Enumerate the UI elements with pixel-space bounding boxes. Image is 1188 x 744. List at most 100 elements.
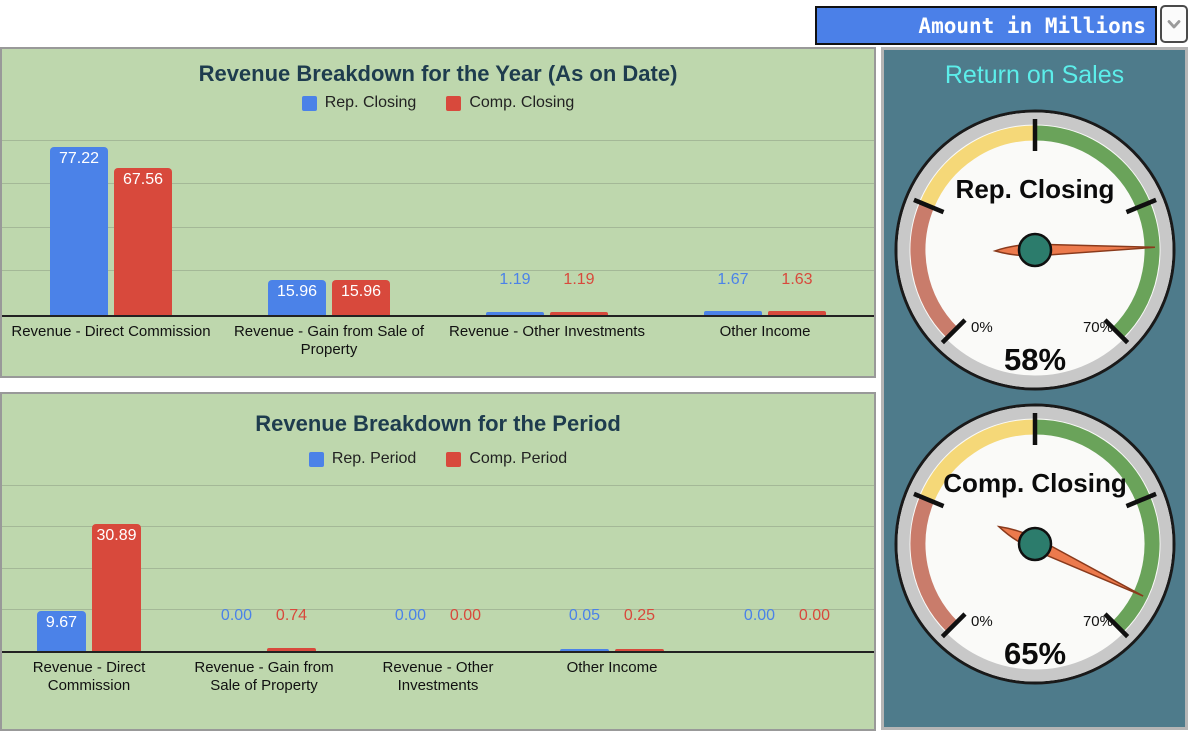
- bar-value-label: 0.00: [449, 607, 482, 624]
- gauge-band: [919, 419, 1035, 503]
- legend-item-comp-period: Comp. Period: [446, 450, 567, 468]
- bar-value-label: 0.05: [568, 607, 601, 624]
- bar-value-label: 77.22: [58, 150, 100, 167]
- gridline: [2, 270, 874, 271]
- category-label: Other Income: [566, 659, 658, 676]
- bar-value-label: 30.89: [96, 527, 137, 544]
- legend-item-comp-closing: Comp. Closing: [446, 94, 574, 112]
- bar: [704, 311, 762, 315]
- gauge-tick: [940, 612, 967, 639]
- bar-value-label: 1.67: [717, 271, 749, 288]
- legend-swatch-blue: [301, 95, 317, 111]
- bar-value-label: 0.00: [743, 607, 776, 624]
- gauge-tick: [912, 491, 944, 509]
- category-label: Revenue - Other Investments: [449, 323, 645, 340]
- gauge-tick: [1125, 197, 1157, 215]
- bar: [37, 611, 86, 651]
- gridline: [2, 227, 874, 228]
- bar: [486, 312, 544, 315]
- gauge-band: [919, 125, 1035, 209]
- gauge-value-label: 58%: [1003, 342, 1065, 377]
- category-label: Revenue - Direct Commission: [11, 323, 211, 340]
- gauge-name-label: Rep. Closing: [955, 174, 1114, 204]
- category-axis-period: Revenue - Direct Commission Revenue - Gai…: [2, 659, 874, 717]
- bar: [768, 311, 826, 315]
- unit-selector-dropdown[interactable]: Amount in Millions: [815, 6, 1157, 45]
- bar-value-label: 1.63: [781, 271, 813, 288]
- revenue-year-chart-panel: Revenue Breakdown for the Year (As on Da…: [0, 47, 876, 378]
- legend-label: Comp. Closing: [469, 94, 575, 111]
- category-label: Other Income: [719, 323, 811, 340]
- gauge-value-label: 65%: [1003, 636, 1065, 671]
- bar: [92, 524, 141, 651]
- return-on-sales-panel: Return on Sales 0% 70% Rep. Closing 58% 0% 7…: [881, 47, 1188, 730]
- bar: [550, 312, 608, 315]
- bar: [114, 168, 172, 315]
- gridline: [2, 183, 874, 184]
- gauge-band: [910, 202, 958, 339]
- bar-value-label: 15.96: [340, 283, 382, 300]
- bar: [268, 280, 326, 315]
- legend-label: Comp. Period: [469, 450, 568, 467]
- bar-value-label: 0.74: [275, 607, 308, 624]
- bar-value-label: 15.96: [276, 283, 318, 300]
- bar: [267, 648, 316, 651]
- gauge-tick: [1125, 491, 1157, 509]
- legend-swatch-blue: [308, 451, 324, 467]
- category-label: Revenue - Gain from Sale of Property: [194, 659, 334, 694]
- bar-value-label: 0.25: [623, 607, 656, 624]
- chart-title-year: Revenue Breakdown for the Year (As on Da…: [198, 61, 678, 86]
- gridline: [2, 485, 874, 486]
- legend-label: Rep. Period: [331, 450, 417, 467]
- gridline: [2, 609, 874, 610]
- chart-legend: Rep. Closing Comp. Closing: [2, 94, 874, 112]
- gauge-tick: [1102, 612, 1129, 639]
- category-label: Revenue - Direct Commission: [32, 659, 146, 694]
- category-label: Revenue - Gain from Sale of Property: [233, 323, 425, 358]
- legend-swatch-red: [446, 451, 462, 467]
- gauge-max-label: 70%: [1082, 319, 1112, 336]
- bar: [615, 649, 664, 651]
- bar-value-label: 0.00: [220, 607, 253, 624]
- gridline: [2, 526, 874, 527]
- bar-value-label: 1.19: [563, 271, 595, 288]
- legend-swatch-red: [446, 95, 462, 111]
- revenue-period-chart-panel: Revenue Breakdown for the Period Rep. Pe…: [0, 392, 876, 731]
- category-label: Revenue - Other Investments: [382, 659, 494, 694]
- gauge-name-label: Comp. Closing: [943, 468, 1126, 498]
- plot-area-period: 9.67 30.89 0.00 0.74 0.00 0.00 0.05 0.25 0.00 0.0…: [2, 478, 874, 653]
- bar-value-label: 67.56: [122, 171, 164, 188]
- gauge-min-label: 0%: [971, 319, 993, 336]
- gauge-tick: [1102, 318, 1129, 345]
- gauge-hub: [1017, 526, 1052, 562]
- bar-value-label: 1.19: [499, 271, 531, 288]
- legend-item-rep-period: Rep. Period: [308, 450, 417, 468]
- bar: [560, 649, 609, 651]
- gauge-max-label: 70%: [1082, 613, 1112, 630]
- category-axis-year: Revenue - Direct Commission Revenue - Gai…: [2, 323, 874, 381]
- bar-value-label: 9.67: [45, 614, 78, 631]
- chevron-down-icon: [1167, 20, 1181, 29]
- gridline: [2, 568, 874, 569]
- legend-item-rep-closing: Rep. Closing: [301, 94, 417, 112]
- bar-value-label: 0.00: [394, 607, 427, 624]
- gauge-min-label: 0%: [971, 613, 993, 630]
- gauge-rim: [897, 112, 1172, 388]
- gauge-panel-title: Return on Sales: [944, 61, 1125, 89]
- gauge-band: [910, 496, 958, 633]
- chart-title-period: Revenue Breakdown for the Period: [255, 411, 621, 436]
- gauge-tick: [912, 197, 944, 215]
- plot-area-year: 77.22 67.56 15.96 15.96 1.19 1.19 1.67 1.63: [2, 130, 874, 317]
- gauge-comp-closing: 0% 70% Comp. Closing 65%: [894, 403, 1175, 685]
- legend-label: Rep. Closing: [324, 94, 417, 111]
- dropdown-chevron-button[interactable]: [1160, 5, 1188, 43]
- chart-legend: Rep. Period Comp. Period: [2, 450, 874, 468]
- unit-selector-value: Amount in Millions: [918, 13, 1146, 38]
- gauge-rep-closing: 0% 70% Rep. Closing 58%: [894, 109, 1175, 391]
- gauge-rim: [897, 406, 1172, 682]
- bar: [332, 280, 390, 315]
- gridline: [2, 140, 874, 141]
- gauge-hub: [1017, 232, 1052, 268]
- gauge-tick: [940, 318, 967, 345]
- bar: [50, 147, 108, 315]
